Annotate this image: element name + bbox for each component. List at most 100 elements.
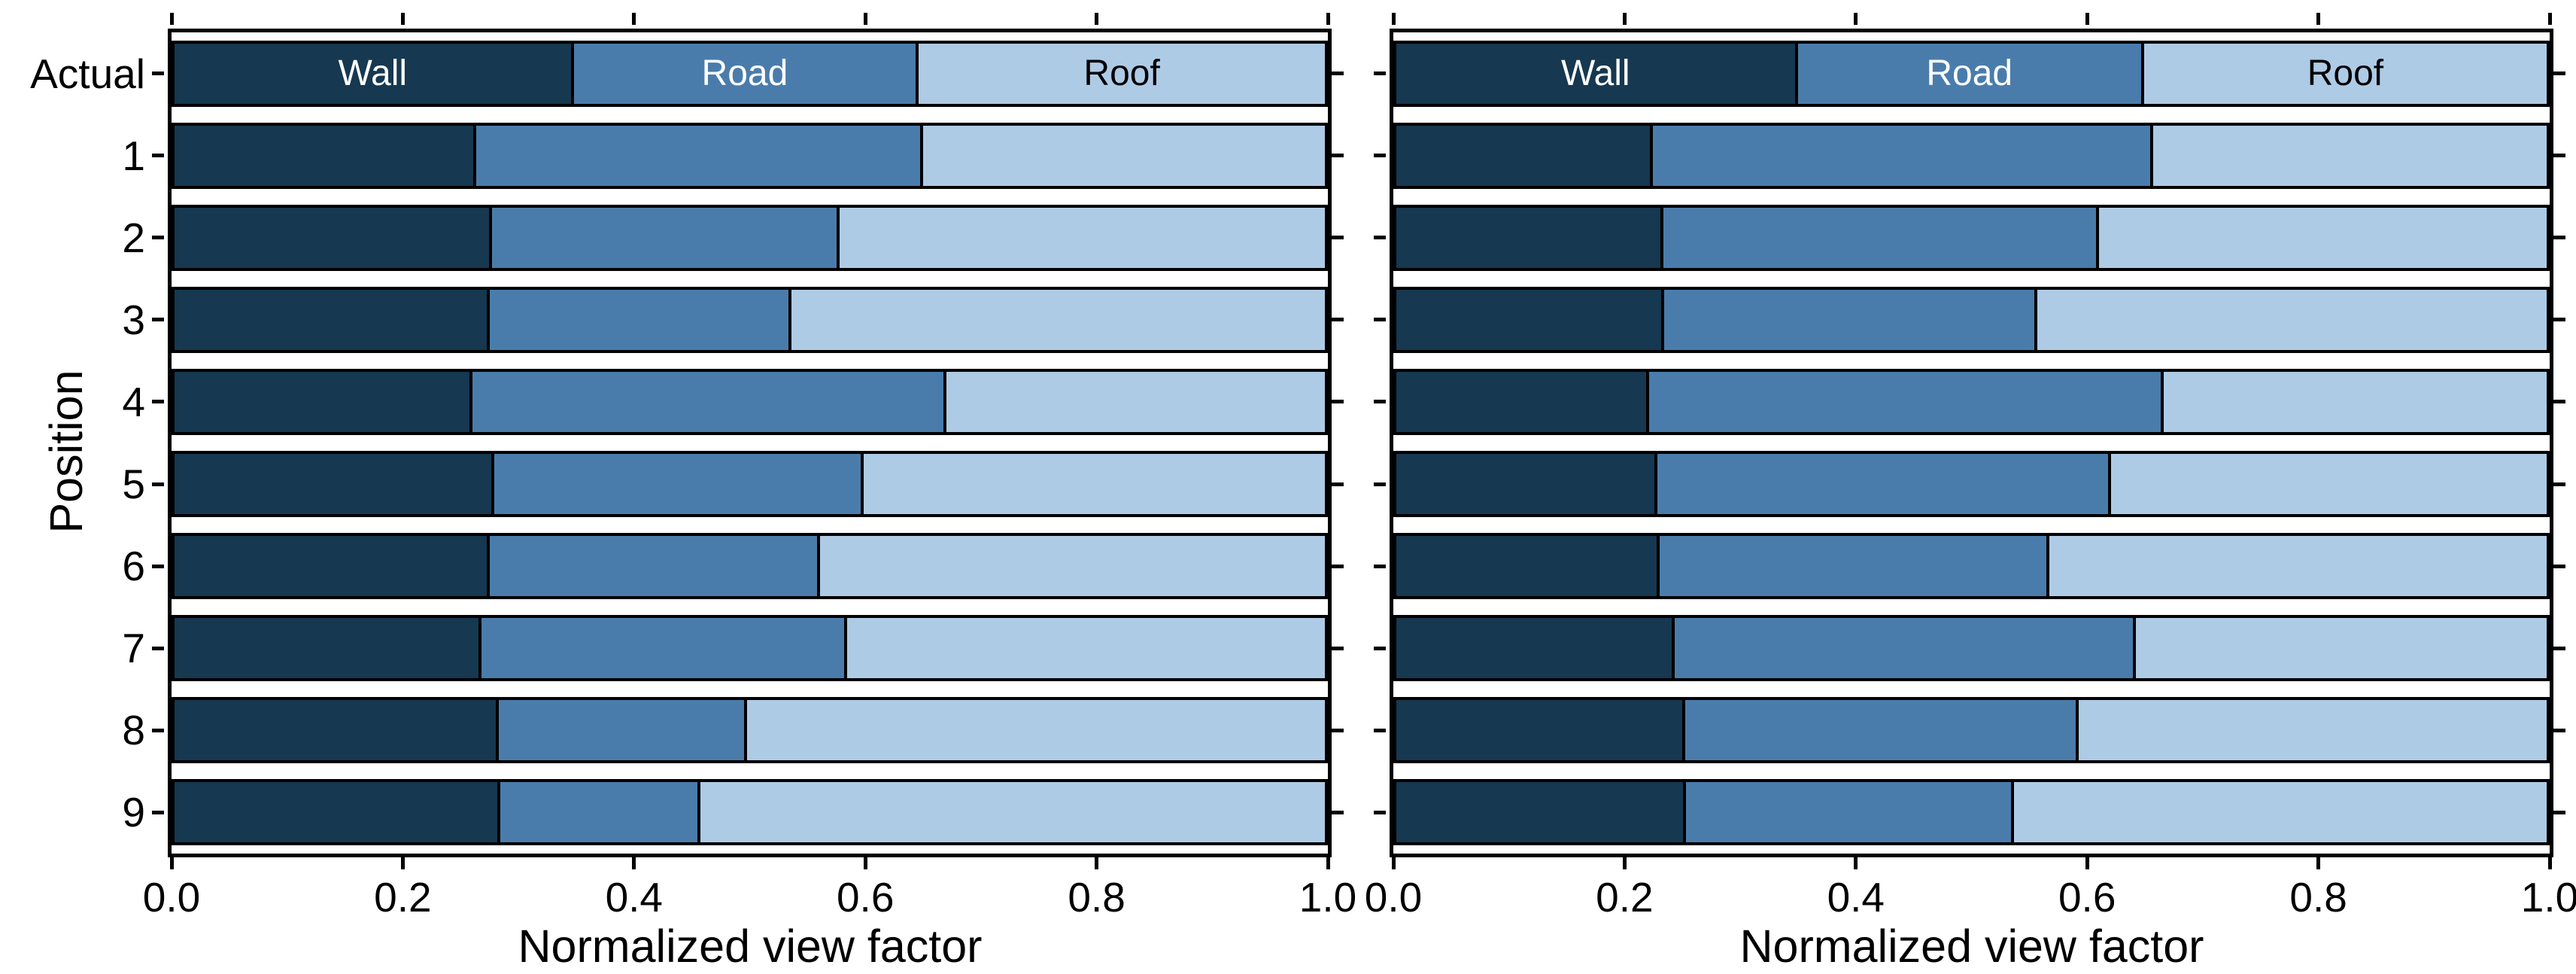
bar-segment-road xyxy=(489,289,791,350)
bar-segment-road xyxy=(499,700,748,761)
bar-segment-wall xyxy=(175,289,490,350)
x-tick-label-0.0: 0.0 xyxy=(142,874,201,921)
right-chart-x-axis-label: Normalized view factor xyxy=(1739,921,2204,972)
bar-segment-wall xyxy=(175,207,492,268)
y-axis-tick-right xyxy=(2553,236,2565,240)
bar-segment-road xyxy=(489,536,820,597)
bar-segment-roof xyxy=(2099,207,2547,268)
x-axis-tick-top xyxy=(863,13,867,25)
y-axis-tick-right xyxy=(1332,564,1344,568)
bar-segment-wall xyxy=(175,700,500,761)
y-axis-tick-left xyxy=(1374,482,1386,486)
y-axis-tick-left xyxy=(152,400,164,404)
bar-row-2 xyxy=(1393,204,2550,271)
y-axis-tick-right xyxy=(1332,236,1344,240)
y-tick-label-3: 3 xyxy=(122,296,145,343)
y-tick-label-actual: Actual xyxy=(30,50,145,97)
y-tick-label-4: 4 xyxy=(122,378,145,425)
x-tick-label-0.4: 0.4 xyxy=(1827,874,1885,921)
bar-segment-roof xyxy=(2014,782,2547,843)
bar-row-8 xyxy=(172,697,1328,764)
y-axis-tick-left xyxy=(1374,810,1386,814)
y-axis-tick-right xyxy=(2553,72,2565,76)
bar-segment-road xyxy=(481,618,848,679)
bar-segment-wall xyxy=(175,371,472,432)
bar-segment-roof xyxy=(747,700,1325,761)
bar-segment-roof xyxy=(2153,125,2547,186)
y-axis-tick-left xyxy=(1374,72,1386,76)
bar-row-actual: Wall Road Roof xyxy=(1393,40,2550,107)
bar-segment-wall xyxy=(1396,618,1675,679)
bar-segment-wall: Wall xyxy=(1396,43,1798,104)
bar-segment-wall xyxy=(1396,700,1685,761)
x-axis-tick-top xyxy=(2085,13,2089,25)
legend-label-wall: Wall xyxy=(1561,53,1630,93)
x-axis-tick-top xyxy=(169,13,174,25)
bar-segment-wall xyxy=(175,536,490,597)
bar-row-2 xyxy=(172,204,1328,271)
x-axis-tick-bottom xyxy=(169,857,174,869)
legend-label-road: Road xyxy=(1926,53,2013,93)
x-tick-label-0.6: 0.6 xyxy=(836,874,895,921)
x-axis-tick-bottom xyxy=(632,857,636,869)
x-axis-tick-bottom xyxy=(1622,857,1627,869)
bar-segment-road xyxy=(492,207,840,268)
y-axis-tick-right xyxy=(1332,400,1344,404)
legend-label-roof: Roof xyxy=(1083,53,1160,93)
y-axis-tick-left xyxy=(1374,154,1386,158)
y-axis-tick-left xyxy=(152,72,164,76)
x-axis-tick-top xyxy=(400,13,405,25)
bar-segment-roof xyxy=(2037,289,2547,350)
bar-segment-roof xyxy=(2049,536,2547,597)
bar-row-9 xyxy=(1393,779,2550,846)
y-axis-tick-right xyxy=(1332,154,1344,158)
y-axis-tick-left xyxy=(152,154,164,158)
bar-segment-roof xyxy=(2163,371,2547,432)
y-axis-tick-right xyxy=(2553,564,2565,568)
bar-segment-roof xyxy=(2078,700,2547,761)
x-tick-label-0.2: 0.2 xyxy=(1596,874,1654,921)
y-tick-label-7: 7 xyxy=(122,625,145,672)
x-axis-tick-bottom xyxy=(400,857,405,869)
y-axis-tick-left xyxy=(152,728,164,732)
bar-segment-road xyxy=(1684,700,2079,761)
bar-row-1 xyxy=(1393,122,2550,189)
x-axis-tick-bottom xyxy=(1854,857,1858,869)
bar-segment-roof xyxy=(863,454,1325,515)
y-axis-tick-right xyxy=(2553,154,2565,158)
y-axis-tick-left xyxy=(152,810,164,814)
x-tick-label-0.2: 0.2 xyxy=(374,874,432,921)
x-axis-tick-bottom xyxy=(1391,857,1396,869)
bar-segment-wall: Wall xyxy=(175,43,574,104)
bar-segment-road xyxy=(1675,618,2137,679)
bar-segment-roof xyxy=(839,207,1325,268)
bar-segment-roof xyxy=(819,536,1325,597)
bar-row-4 xyxy=(172,368,1328,435)
y-axis-tick-left xyxy=(152,236,164,240)
y-axis-tick-right xyxy=(2553,400,2565,404)
bar-segment-wall xyxy=(1396,782,1687,843)
y-tick-label-5: 5 xyxy=(122,461,145,508)
bar-segment-road: Road xyxy=(1797,43,2144,104)
y-tick-label-2: 2 xyxy=(122,214,145,261)
bar-segment-roof: Roof xyxy=(2143,43,2547,104)
bar-segment-wall xyxy=(175,125,476,186)
bar-segment-road xyxy=(1660,536,2050,597)
y-axis-tick-left xyxy=(1374,728,1386,732)
bar-segment-roof xyxy=(791,289,1325,350)
x-axis-tick-top xyxy=(1095,13,1099,25)
bar-row-7 xyxy=(172,615,1328,682)
y-axis-tick-left xyxy=(1374,318,1386,322)
x-tick-label-0.4: 0.4 xyxy=(605,874,664,921)
y-axis-tick-right xyxy=(2553,810,2565,814)
bar-segment-wall xyxy=(1396,454,1658,515)
y-axis-tick-left xyxy=(1374,400,1386,404)
bar-segment-road xyxy=(500,782,700,843)
bar-segment-road xyxy=(1657,454,2111,515)
y-axis-tick-left xyxy=(1374,646,1386,650)
bar-segment-road xyxy=(1686,782,2015,843)
y-axis-tick-right xyxy=(1332,72,1344,76)
bar-segment-road xyxy=(472,371,946,432)
y-axis-tick-right xyxy=(1332,482,1344,486)
x-tick-label-0.8: 0.8 xyxy=(1068,874,1125,921)
